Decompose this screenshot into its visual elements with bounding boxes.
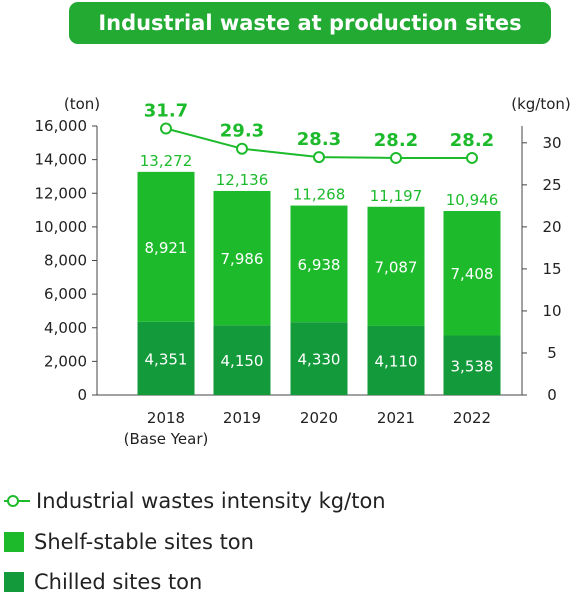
bar-total-label: 10,946: [446, 191, 499, 209]
right-tick-label: 0: [547, 386, 557, 404]
bar-chilled: [137, 321, 195, 395]
intensity-value-label: 28.3: [297, 129, 341, 150]
left-tick-label: 0: [77, 386, 87, 404]
combo-chart: 16,000 14,000 12,000 10,000 8,000 6,000 4,000 2…: [35, 95, 571, 448]
bar-label-chilled: 4,330: [298, 351, 341, 369]
legend-label-intensity: Industrial wastes intensity kg/ton: [36, 489, 386, 513]
left-axis-unit: (ton): [64, 95, 100, 113]
right-tick-label: 20: [542, 218, 561, 236]
x-tick-label: 2018: [147, 409, 185, 427]
bar-shelf-stable: [213, 190, 271, 326]
right-tick-label: 10: [542, 302, 561, 320]
bar-label-shelf-stable: 7,408: [451, 265, 494, 283]
left-tick-label: 4,000: [44, 319, 87, 337]
right-tick-label: 25: [542, 176, 561, 194]
bar-chilled: [213, 325, 271, 395]
bar-label-shelf-stable: 7,986: [221, 250, 264, 268]
bar-shelf-stable: [443, 210, 501, 336]
bar-label-shelf-stable: 8,921: [145, 239, 188, 257]
left-tick-label: 10,000: [35, 218, 88, 236]
x-tick-label: 2019: [223, 409, 261, 427]
legend-label-shelf: Shelf-stable sites ton: [34, 530, 254, 554]
legend-label-chilled: Chilled sites ton: [34, 570, 203, 594]
bar-chilled: [290, 322, 348, 395]
bar-total-label: 13,272: [140, 152, 193, 170]
intensity-value-label: 28.2: [374, 130, 418, 151]
x-tick-label: 2021: [377, 409, 415, 427]
intensity-point: [390, 151, 402, 164]
intensity-value-label: 28.2: [450, 130, 494, 151]
bar-total-label: 11,268: [293, 186, 346, 204]
chilled-swatch-icon: [4, 572, 24, 592]
bar-label-shelf-stable: 7,087: [375, 258, 418, 276]
chart-title: Industrial waste at production sites: [69, 2, 551, 44]
left-tick-label: 12,000: [35, 184, 88, 202]
right-tick-label: 30: [542, 134, 561, 152]
left-tick-label: 8,000: [44, 252, 87, 270]
bar-shelf-stable: [290, 205, 348, 323]
legend-item-intensity: Industrial wastes intensity kg/ton: [4, 489, 386, 513]
bar-chilled: [367, 325, 425, 395]
bar-label-chilled: 4,110: [375, 352, 418, 370]
intensity-value-label: 31.7: [144, 101, 188, 122]
legend-item-chilled: Chilled sites ton: [4, 570, 202, 594]
intensity-point: [466, 151, 478, 164]
left-tick-label: 2,000: [44, 352, 87, 370]
bar-label-shelf-stable: 6,938: [298, 256, 341, 274]
left-tick-label: 6,000: [44, 285, 87, 303]
bar-shelf-stable: [137, 171, 195, 322]
intensity-point: [236, 142, 248, 155]
bar-total-label: 11,197: [370, 187, 423, 205]
bar-chilled: [443, 335, 501, 395]
line-marker-icon: [4, 491, 30, 511]
bar-label-chilled: 3,538: [451, 357, 494, 375]
bar-label-chilled: 4,150: [221, 352, 264, 370]
right-tick-label: 5: [547, 344, 557, 362]
right-axis-unit: (kg/ton): [511, 95, 571, 113]
intensity-point: [160, 122, 172, 135]
intensity-point: [313, 151, 325, 164]
bar-total-label: 12,136: [216, 171, 269, 189]
bar-label-chilled: 4,351: [145, 350, 188, 368]
x-tick-label: 2022: [453, 409, 491, 427]
left-tick-label: 14,000: [35, 151, 88, 169]
x-tick-sublabel: (Base Year): [124, 430, 209, 448]
intensity-value-label: 29.3: [220, 121, 264, 142]
legend-item-shelf: Shelf-stable sites ton: [4, 530, 254, 554]
shelf-swatch-icon: [4, 532, 24, 552]
left-tick-label: 16,000: [35, 117, 88, 135]
right-tick-label: 15: [542, 260, 561, 278]
x-tick-label: 2020: [300, 409, 338, 427]
bar-shelf-stable: [367, 206, 425, 326]
